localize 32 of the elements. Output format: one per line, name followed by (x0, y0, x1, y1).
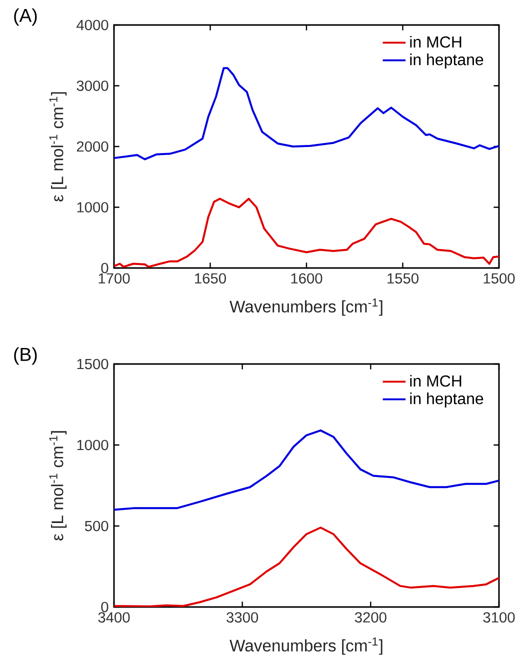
legend-label: in MCH (410, 374, 462, 387)
y-axis-title: ε [L mol$^{-1}$ cm$^{-1}$] (49, 431, 67, 540)
line-series (114, 526, 499, 608)
y-tick-label: 0 (101, 602, 108, 612)
y-tick-label: 1500 (77, 358, 108, 370)
x-axis-title: Wavenumbers [cm$^{-1}$] (230, 638, 382, 655)
line-series (114, 429, 499, 511)
x-tick-label: 1500 (484, 273, 515, 284)
y-axis-title: ε [L mol$^{-1}$ cm$^{-1}$] (49, 92, 67, 202)
x-tick-label: 1650 (195, 273, 226, 284)
x-tick-label: 1700 (98, 273, 130, 284)
y-tick-label: 1000 (77, 202, 108, 212)
legend-label: in heptane (410, 54, 484, 68)
x-tick-label: 1550 (388, 273, 418, 284)
chart-title: (A) (14, 8, 37, 26)
line-series (114, 198, 499, 268)
y-tick-label: 500 (84, 520, 108, 532)
x-tick-label: 3100 (483, 612, 515, 623)
y-tick-label: 4000 (76, 20, 108, 30)
y-tick-label: 1000 (77, 440, 108, 450)
chart-title: (B) (14, 347, 37, 365)
y-tick-label: 3000 (76, 80, 108, 91)
x-tick-label: 3400 (98, 612, 130, 623)
x-axis-title: Wavenumbers [cm$^{-1}$] (230, 298, 382, 316)
y-tick-label: 0 (101, 262, 108, 274)
x-tick-label: 1600 (291, 273, 322, 284)
line-series (114, 67, 499, 160)
y-tick-label: 2000 (76, 141, 108, 152)
legend-label: in MCH (410, 36, 462, 48)
x-tick-label: 3300 (226, 612, 258, 623)
legend-label: in heptane (410, 392, 484, 408)
x-tick-label: 3200 (354, 612, 386, 623)
